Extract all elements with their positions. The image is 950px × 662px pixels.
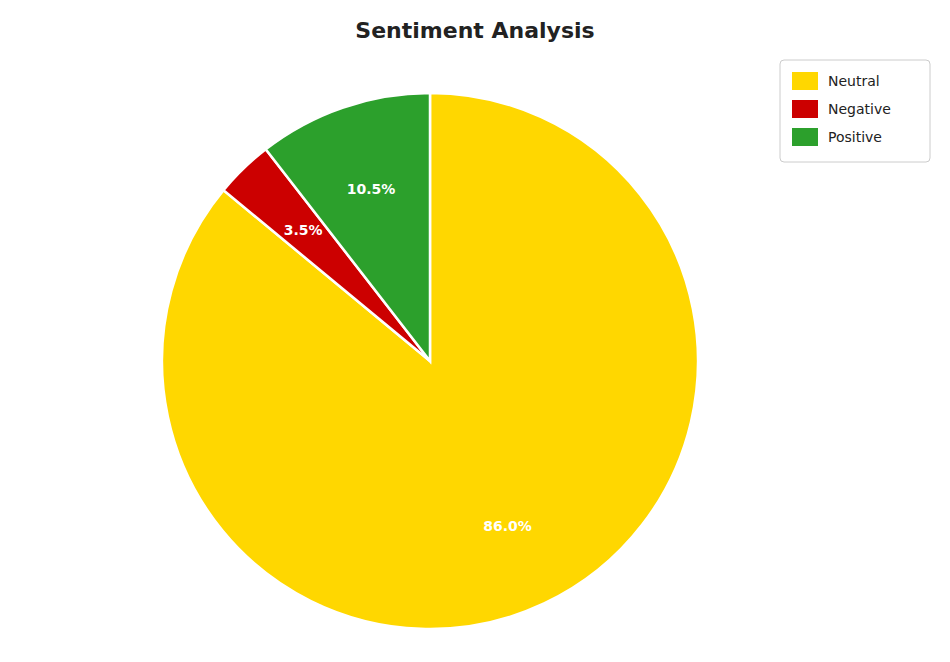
legend-item: Neutral [792, 72, 880, 90]
legend-swatch [792, 128, 818, 146]
legend-label: Negative [828, 101, 891, 117]
legend-item: Negative [792, 100, 891, 118]
data-label: 86.0% [483, 518, 532, 534]
legend-label: Neutral [828, 73, 880, 89]
pie [162, 93, 698, 629]
legend-label: Positive [828, 129, 882, 145]
legend-frame [780, 60, 930, 162]
data-label: 3.5% [284, 222, 323, 238]
slice [162, 93, 698, 629]
data-labels: 86.0% 3.5% 10.5% [284, 181, 532, 534]
legend-swatch [792, 100, 818, 118]
title: Sentiment Analysis [355, 18, 594, 43]
legend: Neutral Negative Positive [780, 60, 930, 162]
chart: Sentiment Analysis86.0%3.5%10.5%NeutralN… [0, 0, 950, 662]
data-label: 10.5% [347, 181, 396, 197]
legend-swatch [792, 72, 818, 90]
slice [266, 93, 430, 361]
legend-item: Positive [792, 128, 882, 146]
